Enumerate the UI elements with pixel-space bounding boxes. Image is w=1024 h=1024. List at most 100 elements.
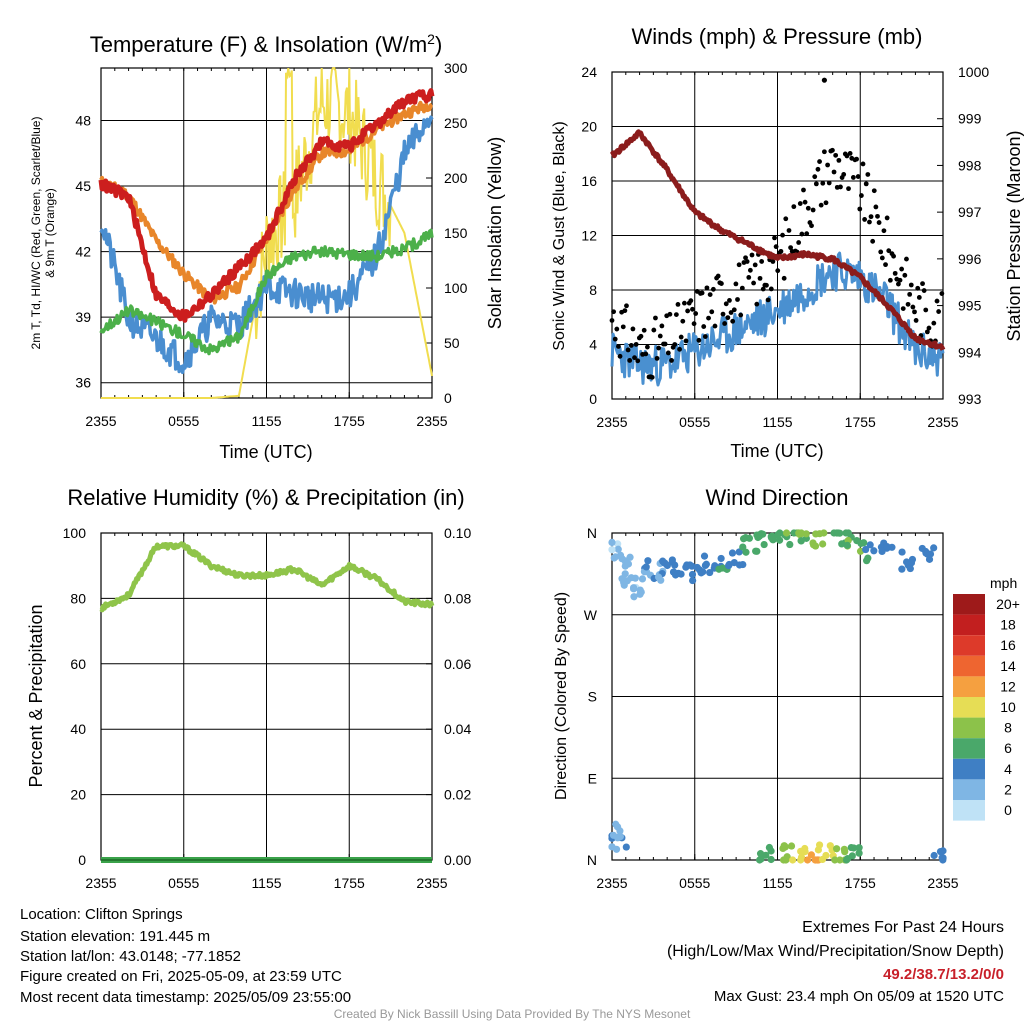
gust-point (751, 280, 756, 286)
gust-point (616, 344, 621, 349)
direction-point (866, 541, 874, 549)
gust-point (841, 172, 847, 177)
direction-point (612, 845, 621, 853)
direction-point (622, 843, 630, 851)
gust-point (644, 344, 650, 350)
gust-point (720, 311, 726, 317)
gust-point (722, 321, 728, 326)
3-x-tick: 0555 (679, 875, 710, 891)
1-x-tick: 2355 (596, 414, 627, 430)
direction-point (797, 537, 805, 545)
gust-point (685, 308, 691, 314)
gust-point (773, 244, 779, 250)
wind-y-tick: 24 (581, 64, 597, 80)
gust-point (693, 311, 699, 316)
temperature-title: Temperature (F) & Insolation (W/m2) (90, 31, 443, 57)
direction-point (898, 565, 906, 573)
pressure-y2-tick: 999 (958, 111, 982, 127)
direction-point (642, 563, 650, 571)
gust-point (662, 341, 668, 347)
gust-point (723, 301, 729, 307)
gust-point (757, 275, 763, 281)
speed-legend-label: 6 (1004, 740, 1012, 756)
speed-legend-swatch (953, 676, 985, 697)
gust-point (862, 217, 868, 222)
direction-point (878, 547, 886, 555)
speed-legend-swatch (953, 717, 985, 739)
gust-point (823, 200, 829, 206)
direction-point (669, 568, 678, 576)
insolation-line (101, 67, 433, 399)
3-x-tick: 1155 (762, 875, 792, 891)
gust-point (875, 213, 880, 219)
gust-point (702, 334, 708, 339)
direction-point (780, 842, 788, 850)
direction-point (936, 848, 945, 856)
gust-point (912, 309, 917, 315)
direction-point (816, 530, 824, 538)
gust-point (850, 175, 856, 180)
gust-point (617, 353, 623, 359)
gust-point (749, 252, 755, 258)
1-x-tick: 0555 (679, 414, 710, 430)
gust-point (836, 157, 842, 163)
gust-point (810, 207, 816, 213)
insolation-y2-tick: 50 (444, 335, 460, 351)
direction-point (782, 856, 790, 864)
pressure-y2-tick: 996 (958, 251, 982, 267)
speed-legend-label: 10 (1000, 699, 1016, 715)
gust-point (657, 333, 663, 339)
direction-point (862, 545, 870, 554)
1-x-tick: 2355 (927, 414, 958, 430)
rh-y-tick: 0 (78, 852, 86, 868)
direction-point (671, 561, 679, 569)
3-x-tick: 2355 (596, 875, 627, 891)
gust-point (656, 345, 662, 351)
temp-y-tick: 48 (75, 112, 91, 128)
direction-point (619, 575, 627, 583)
insolation-y2-tick: 150 (444, 225, 468, 241)
gust-point (764, 282, 769, 288)
gust-point (826, 180, 832, 186)
gust-point (904, 256, 909, 262)
gust-point (728, 310, 734, 315)
direction-point (822, 851, 830, 860)
gust-point (908, 282, 914, 288)
precip-y2-tick: 0.00 (444, 852, 471, 868)
gust-point (870, 238, 876, 244)
gust-point (797, 201, 803, 206)
direction-point (728, 549, 737, 557)
direction-point (626, 553, 634, 561)
speed-legend-swatch (953, 635, 985, 656)
0-x-tick: 2355 (85, 413, 116, 429)
gust-point (873, 204, 879, 210)
gust-point (825, 162, 831, 168)
dir-y-tick: E (588, 770, 597, 786)
gust-point (881, 228, 887, 234)
gust-point (860, 161, 866, 167)
gust-point (667, 311, 673, 317)
gust-point (931, 320, 937, 326)
direction-point (802, 530, 810, 538)
gust-point (884, 215, 890, 221)
direction-points (608, 529, 947, 864)
direction-point (844, 529, 852, 537)
direction-point (923, 550, 931, 558)
gust-point (768, 286, 774, 292)
direction-point (610, 554, 618, 562)
direction-point (789, 856, 797, 864)
gust-point (920, 281, 925, 287)
rh-y-tick: 40 (70, 721, 86, 737)
direction-point (702, 560, 710, 568)
extremes-title: Extremes For Past 24 Hours (802, 919, 1004, 936)
pressure-y2-tick: 1000 (958, 64, 989, 80)
gust-point (897, 277, 903, 283)
speed-legend-label: 4 (1004, 761, 1012, 777)
gust-point (739, 285, 745, 291)
direction-y-label: Direction (Colored By Speed) (553, 592, 570, 800)
rh-y-tick: 80 (70, 590, 86, 606)
gust-point (781, 275, 787, 281)
direction-point (840, 845, 848, 853)
direction-point (677, 570, 685, 578)
gust-point (627, 358, 633, 363)
